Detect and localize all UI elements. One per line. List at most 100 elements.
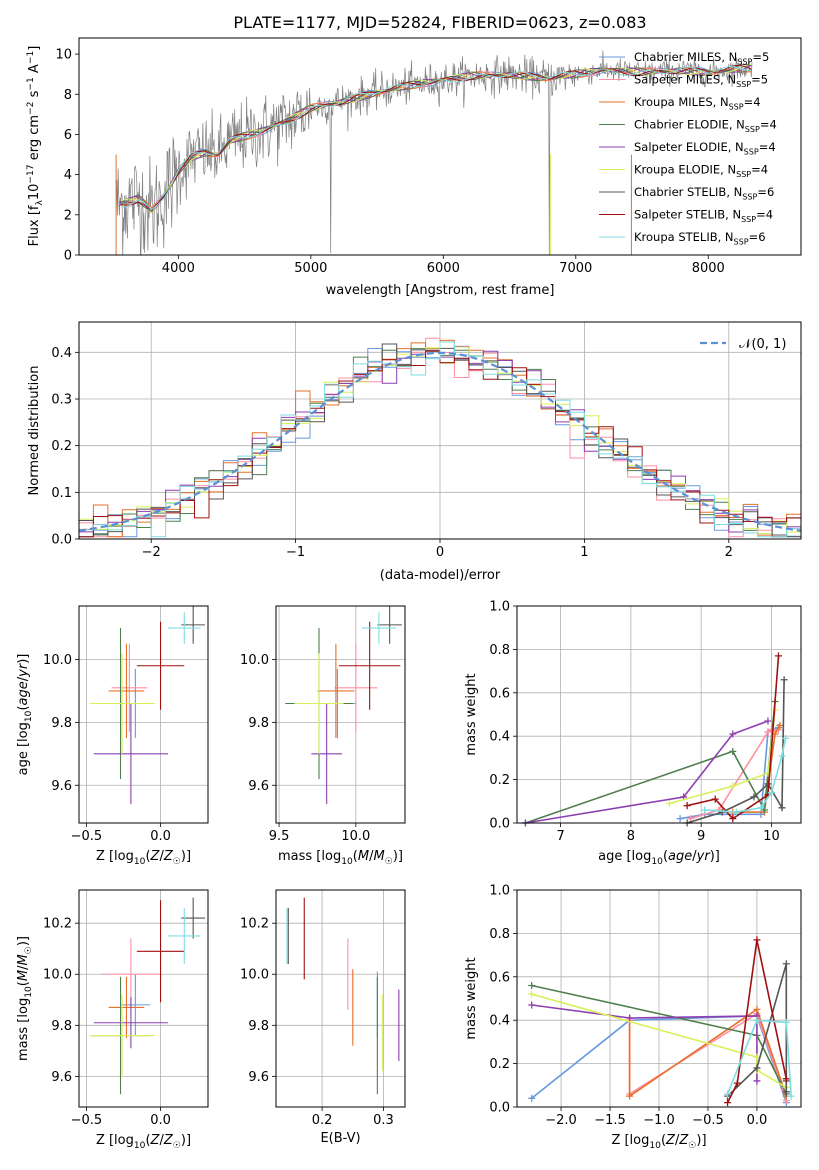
model-spectrum-line [121,66,751,211]
plus-marker [528,990,536,998]
model-spectrum-line [120,64,752,211]
weight-z-panel: −2.0 −1.5 −1.0 −0.5 0.0 0.0 0.2 0.4 0.6 0.8 1.0 Z [… [464,884,802,1151]
plus-marker [757,804,765,812]
plus-marker [753,1077,761,1085]
x-tick-label: −0.5 [71,829,103,844]
y-tick-label: 10.0 [240,653,269,668]
histogram-panel: −2 −1 0 1 2 0.0 0.1 0.2 0.3 0.4 (data-model)/error… [27,321,802,583]
x-axis-label: Z [log10(Z/Z☉)] [96,849,191,867]
y-tick-label: 10 [55,48,72,63]
x-tick-label: 7 [556,829,564,844]
spectrum-legend: Chabrier MILES, NSSP=5 Salpeter MILES, NS… [599,50,777,246]
x-tick-label: 5000 [294,261,327,276]
y-axis-label: mass weight [464,957,479,1039]
y-tick-label: 4 [64,168,72,183]
x-tick-label: −2.0 [545,1113,577,1128]
legend-label: Salpeter STELIB, NSSP=4 [634,208,773,224]
y-axis-label: Normed distribution [27,366,42,496]
x-tick-label: 1 [580,545,588,560]
plus-marker [711,795,719,803]
mass-z-panel-plot-area [89,897,206,1095]
y-tick-label: 0.2 [489,773,510,788]
y-tick-label: 0.6 [489,970,510,985]
legend-label: Chabrier STELIB, NSSP=6 [634,185,774,201]
plus-marker [782,1075,790,1083]
y-tick-label: 0.4 [51,346,72,361]
x-tick-label: 9.5 [269,829,290,844]
mass-weight-line [726,1019,792,1097]
mass-weight-line [726,939,788,1104]
y-tick-label: 10.2 [240,917,269,932]
y-tick-label: 9.8 [51,1019,72,1034]
axes-frame [78,605,209,824]
plus-marker [764,728,772,736]
y-tick-label: 9.8 [248,1019,269,1034]
plus-marker [778,752,786,760]
plus-marker [687,815,695,823]
plus-marker [729,747,737,755]
x-axis-label: age [log10(age/yr)] [598,849,720,867]
spectrum-panel: 4000 5000 6000 7000 8000 0 2 4 6 8 10 wavelength [A… [26,37,802,298]
plus-marker [782,734,790,742]
x-tick-label: −1 [286,545,305,560]
y-axis-label: mass weight [464,673,479,755]
gaussian-curve [79,351,801,532]
spectrum-plot-area [115,50,753,255]
plus-marker [724,1090,732,1098]
plus-marker [760,806,768,814]
histogram-steps [79,341,801,538]
y-tick-label: 1.0 [489,600,510,615]
y-tick-label: 0 [64,249,72,264]
plus-marker [778,804,786,812]
y-tick-label: 1.0 [489,884,510,899]
x-tick-label: 0.0 [747,1113,768,1128]
plus-marker [753,936,761,944]
legend-label: Kroupa ELODIE, NSSP=4 [634,163,768,179]
x-tick-label: 10.0 [341,829,370,844]
legend-label: Kroupa STELIB, NSSP=6 [634,230,766,246]
y-tick-label: 9.6 [248,1070,269,1085]
plus-marker [676,815,684,823]
x-tick-label: 7000 [559,261,592,276]
y-tick-label: 0.1 [51,486,72,501]
mass-weight-line [531,993,787,1089]
y-tick-label: 9.6 [248,779,269,794]
x-tick-label: 0.2 [312,1113,333,1128]
y-tick-label: 9.8 [51,716,72,731]
axes-frame [516,605,802,824]
x-tick-label: 9 [697,829,705,844]
y-tick-label: 2 [64,208,72,223]
plus-marker [753,1005,761,1013]
mass-weight-line [531,1004,758,1081]
y-tick-label: 10.0 [43,968,72,983]
model-spectrum-line [118,64,752,212]
x-tick-label: 0.0 [150,1113,171,1128]
y-tick-label: 0.3 [51,393,72,408]
y-tick-label: 0.6 [489,686,510,701]
x-axis-label: E(B-V) [320,1131,360,1146]
mass-weight-line [628,1008,788,1098]
plus-marker [753,1016,761,1024]
plus-marker [767,789,775,797]
age-z-panel: −0.5 0.0 9.6 9.8 10.0 Z [log10(Z/Z☉)] age [log… [16,605,209,867]
plus-marker [782,1018,790,1026]
figure-title: PLATE=1177, MJD=52824, FIBERID=0623, z=0… [233,13,646,32]
x-tick-label: −2 [142,545,161,560]
x-tick-label: −1.0 [643,1113,675,1128]
x-axis-label: mass [log10(M/M☉)] [278,849,403,867]
x-axis-label: Z [log10(Z/Z☉)] [611,1133,706,1151]
histogram-steps [79,337,801,538]
plus-marker [528,1094,536,1102]
plus-marker [683,802,691,810]
plus-marker [775,652,783,660]
plus-marker [724,1099,732,1107]
mass-weight-line [525,720,769,824]
x-axis-label: wavelength [Angstrom, rest frame] [326,283,555,298]
y-tick-label: 8 [64,88,72,103]
x-axis-label: (data-model)/error [380,568,501,583]
plus-marker [718,808,726,816]
y-tick-label: 0.2 [51,439,72,454]
axes-frame [78,889,209,1108]
axes-frame [275,889,406,1108]
